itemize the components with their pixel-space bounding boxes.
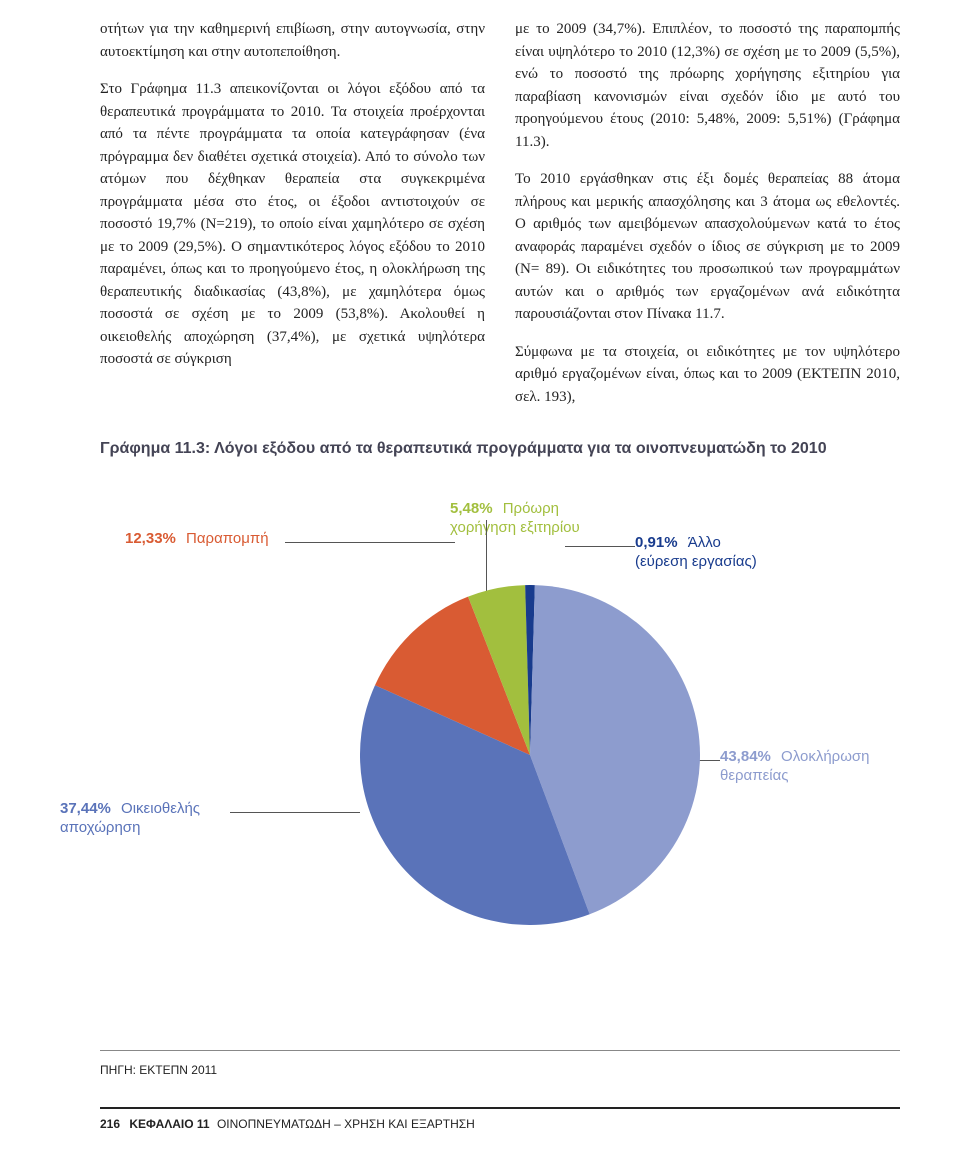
pie-chart: 12,33% Παραπομπή 5,48% Πρόωρηχορήγηση εξ… (100, 490, 900, 1020)
pie-label-oikio: 37,44% Οικειοθελήςαποχώρηση (60, 800, 260, 838)
chart-source: ΠΗΓΗ: ΕΚΤΕΠΝ 2011 (100, 1050, 900, 1079)
pie-svg (360, 585, 700, 925)
body-text-columns: οτήτων για την καθημερινή επιβίωση, στην… (100, 18, 900, 408)
pie-label-oloklirosi: 43,84% Ολοκλήρωσηθεραπείας (720, 748, 900, 786)
chapter-label: ΚΕΦΑΛΑΙΟ 11 (129, 1117, 209, 1131)
pie-pct: 5,48% (450, 500, 493, 517)
pie-pct: 43,84% (720, 748, 771, 765)
pie-label-parapompi: 12,33% Παραπομπή (125, 530, 269, 549)
pie-label-proori: 5,48% Πρόωρηχορήγηση εξιτηρίου (450, 500, 680, 538)
chart-title: Γράφημα 11.3: Λόγοι εξόδου από τα θεραπε… (100, 438, 900, 460)
pie-svg-wrap (360, 585, 700, 925)
page-footer: 216 ΚΕΦΑΛΑΙΟ 11 ΟΙΝΟΠΝΕΥΜΑΤΩΔΗ – ΧΡΗΣΗ Κ… (100, 1107, 900, 1133)
page-number: 216 (100, 1117, 120, 1131)
pie-pct: 12,33% (125, 530, 176, 547)
pie-pct: 37,44% (60, 800, 111, 817)
chapter-title: ΟΙΝΟΠΝΕΥΜΑΤΩΔΗ – ΧΡΗΣΗ ΚΑΙ ΕΞΑΡΤΗΣΗ (217, 1117, 475, 1131)
pie-label-allo: 0,91% Άλλο(εύρεση εργασίας) (635, 534, 815, 572)
right-column: με το 2009 (34,7%). Επιπλέον, το ποσοστό… (515, 18, 900, 408)
pie-pct: 0,91% (635, 534, 678, 551)
pie-text: Παραπομπή (186, 530, 269, 547)
left-column: οτήτων για την καθημερινή επιβίωση, στην… (100, 18, 485, 408)
